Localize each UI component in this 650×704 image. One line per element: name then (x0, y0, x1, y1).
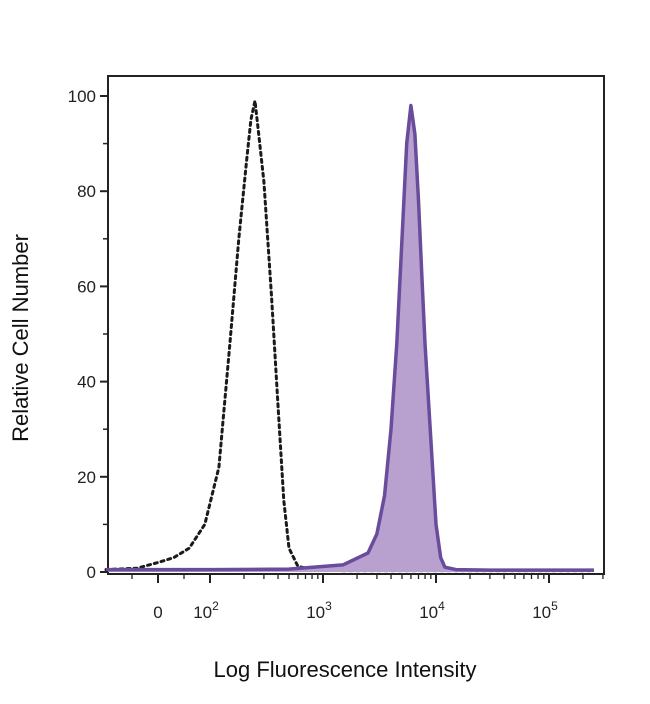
plot-frame (107, 75, 605, 575)
y-axis: 0 20 40 60 80 100 (68, 87, 108, 582)
y-axis-title: Relative Cell Number (8, 234, 33, 442)
x-tick-label-1000: 103 (306, 599, 332, 622)
y-tick-label-80: 80 (77, 182, 96, 201)
histogram-line-1 (106, 103, 594, 572)
x-tick-label-10000: 104 (419, 599, 445, 622)
plot-area (104, 99, 596, 573)
x-axis-title: Log Fluorescence Intensity (214, 657, 477, 682)
y-tick-label-100: 100 (68, 87, 96, 106)
y-tick-label-60: 60 (77, 277, 96, 296)
x-axis: 0 102 103 104 105 (131, 574, 604, 622)
y-tick-label-0: 0 (87, 563, 96, 582)
x-tick-label-100: 102 (193, 599, 219, 622)
y-tick-label-40: 40 (77, 373, 96, 392)
x-tick-label-100000: 105 (532, 599, 558, 622)
y-tick-label-20: 20 (77, 468, 96, 487)
x-tick-label-0: 0 (153, 603, 162, 622)
